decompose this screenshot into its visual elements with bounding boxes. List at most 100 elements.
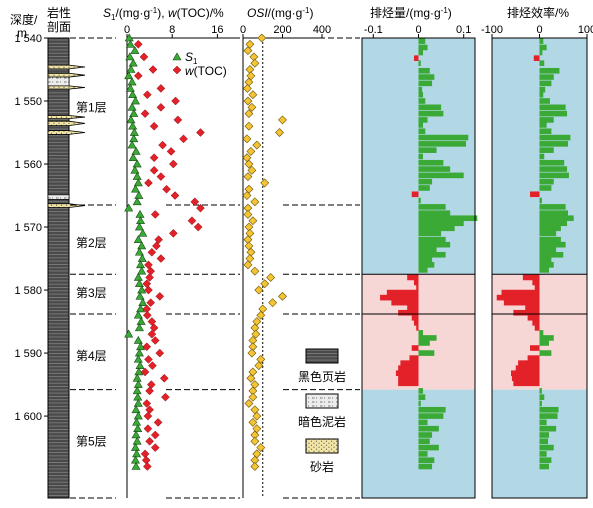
expulsion-efficiency-bar (539, 210, 568, 216)
toc-data-point (147, 329, 157, 339)
toc-data-point (146, 380, 156, 389)
expulsion-amount-bar (418, 246, 437, 253)
osi-data-point (260, 279, 270, 289)
s1-data-point (124, 203, 134, 212)
s1-data-point (133, 272, 143, 281)
toc-data-point (155, 348, 165, 358)
expulsion-efficiency-bar (503, 299, 540, 306)
toc-data-point (149, 165, 159, 175)
s1-data-point (127, 102, 137, 111)
expulsion-efficiency-bar (539, 80, 552, 87)
expulsion-amount-bar (400, 360, 419, 366)
expulsion-amount-bar (418, 80, 433, 87)
expulsion-amount-bar (418, 267, 428, 273)
expulsion-efficiency-bar (539, 91, 544, 98)
legend-label: 黑色页岩 (298, 369, 346, 384)
expulsion-efficiency-bar (539, 86, 546, 93)
expulsion-amount-bar (413, 320, 419, 326)
expulsion-efficiency-bar (530, 191, 540, 198)
osi-data-point (250, 266, 260, 276)
toc-data-point (173, 115, 183, 125)
expulsion-efficiency-bar (539, 122, 547, 128)
s1-data-point (137, 285, 147, 294)
s1-x-tick-label: 8 (169, 24, 175, 36)
s1-legend-marker (172, 52, 182, 61)
osi-x-tick-label: 0 (240, 24, 246, 36)
toc-data-point (150, 210, 160, 219)
expulsion-amount-bar (418, 432, 433, 438)
s1-data-point (128, 58, 138, 67)
depth-tick-label: 1 600 (14, 411, 42, 423)
toc-data-point (145, 273, 154, 282)
s1-data-point (128, 121, 138, 130)
toc-legend-suffix: (TOC) (194, 64, 227, 78)
toc-data-point (150, 430, 160, 440)
expulsion-efficiency-bar (539, 147, 554, 153)
s1-data-point (128, 153, 138, 162)
expulsion-amount-bar (380, 294, 419, 301)
toc-data-point (133, 71, 143, 81)
toc-data-point (142, 90, 152, 100)
expulsion-efficiency-bar (513, 380, 540, 387)
expulsion-amount-bar (418, 38, 426, 44)
legend-swatch-dark-mudstone (305, 393, 339, 409)
expulsion-amount-bar (418, 67, 430, 74)
sandstone-interval (47, 85, 86, 90)
toc-data-point (156, 84, 166, 93)
s1-toc-plot: 0 8 16 S1w(TOC) (124, 24, 240, 498)
s1-data-point (136, 342, 146, 351)
expulsion-amount-bar (418, 457, 435, 463)
layer-label: 第3层 (76, 286, 107, 300)
expulsion-amount-bar (418, 104, 442, 111)
s1-data-point (130, 442, 140, 451)
expulsion-efficiency-bar (539, 330, 544, 336)
expulsion-efficiency-bar (539, 104, 566, 111)
expulsion-amount-bar (418, 141, 466, 147)
expulsion-amount-bar (407, 304, 419, 311)
expulsion-efficiency-bar (539, 225, 561, 232)
expulsion-efficiency-bar (534, 284, 540, 291)
expulsion-efficiency-bar (539, 251, 564, 258)
expulsion-amount-bar (398, 365, 419, 371)
depth-header-line1: 深度/ (10, 12, 38, 27)
toc-data-point (144, 285, 153, 295)
s1-data-point (133, 411, 143, 420)
toc-data-point (148, 65, 158, 74)
expulsion-amount-bar (418, 463, 433, 470)
expulsion-amount-x-tick-label: 0 (415, 24, 421, 36)
expulsion-amount-bar (418, 172, 464, 179)
toc-data-point (190, 197, 200, 207)
expulsion-amount-bar (418, 340, 430, 346)
expulsion-efficiency-bar (539, 220, 568, 227)
toc-data-point (156, 172, 166, 181)
s1-data-point (125, 83, 135, 92)
legend-swatch-black-shale (305, 348, 339, 364)
expulsion-amount-bar (407, 274, 419, 281)
legend-label: 砂岩 (310, 459, 334, 474)
expulsion-efficiency-bar (539, 432, 549, 438)
expulsion-efficiency-axis-title: 排烃效率/% (507, 5, 569, 20)
toc-data-point (149, 153, 159, 163)
depth-axis: 1 540 1 550 1 560 1 570 1 580 1 590 1 600 (14, 33, 48, 423)
s1-data-point (132, 373, 142, 382)
osi-data-point (268, 298, 278, 308)
s1-data-point (134, 279, 144, 288)
osi-data-point (278, 115, 287, 125)
expulsion-efficiency-bar (522, 274, 540, 281)
toc-data-point (153, 418, 163, 427)
sandstone-interval (47, 203, 86, 208)
expulsion-amount-bar (418, 438, 430, 445)
toc-data-point (140, 367, 150, 377)
osi-data-point (247, 165, 257, 175)
sandstone-interval (47, 115, 86, 120)
osi-data-point (250, 436, 260, 446)
expulsion-efficiency-bar (539, 394, 545, 400)
osi-plot: 0 200 400 (240, 24, 331, 498)
expulsion-amount-bar (418, 241, 451, 248)
expulsion-efficiency-bar (511, 375, 540, 382)
expulsion-amount-bar (418, 185, 430, 191)
expulsion-amount-bar (418, 335, 437, 341)
osi-data-point (243, 172, 253, 182)
toc-data-point (161, 392, 170, 402)
s1-data-point (125, 52, 135, 61)
